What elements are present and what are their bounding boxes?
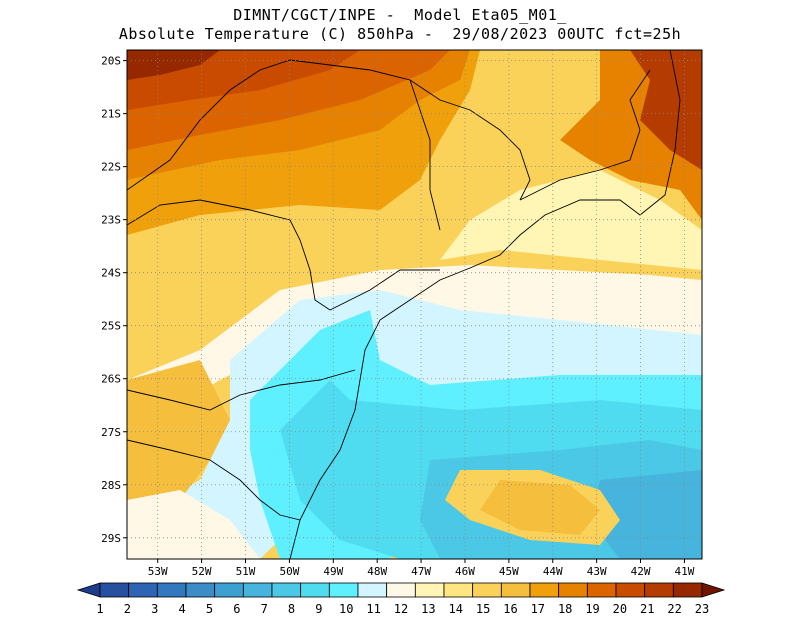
lon-tick-label: 47W: [411, 565, 431, 578]
lon-tick-label: 51W: [236, 565, 256, 578]
colorbar-label: 13: [421, 602, 435, 616]
colorbar-bin: [529, 582, 560, 598]
colorbar-label: 4: [178, 602, 185, 616]
lon-tick-label: 45W: [499, 565, 519, 578]
lat-tick-label: 25S: [101, 320, 121, 333]
colorbar-label: 7: [261, 602, 268, 616]
lon-tick-label: 53W: [148, 565, 168, 578]
longitude-ticks: 53W 52W 51W 50W 49W 48W 47W 46W 45W 44W 43W 42W 41W: [148, 559, 695, 578]
lon-tick-label: 46W: [455, 565, 475, 578]
colorbar-label: 22: [667, 602, 681, 616]
colorbar-label: 21: [640, 602, 654, 616]
chart-title-line-1: DIMNT/CGCT/INPE - Model Eta05_M01_: [233, 6, 567, 24]
colorbar-bin: [500, 582, 531, 598]
temperature-field: [127, 50, 702, 559]
colorbar-bin: [586, 582, 617, 598]
coastline: [289, 50, 681, 559]
colorbar-arrow-low: [76, 582, 101, 598]
colorbar-label: 3: [151, 602, 158, 616]
colorbar-arrow-high: [701, 582, 726, 598]
colorbar-label: 12: [394, 602, 408, 616]
lon-tick-label: 43W: [587, 565, 607, 578]
colorbar-bin: [472, 582, 502, 598]
latitude-ticks: 20S 21S 22S 23S 24S 25S 26S 27S 28S 29S: [101, 55, 127, 545]
colorbar-label: 20: [613, 602, 627, 616]
colorbar-label: 6: [233, 602, 240, 616]
border-ms-sp: [127, 59, 441, 231]
lat-tick-label: 26S: [101, 373, 121, 386]
lat-tick-label: 28S: [101, 479, 121, 492]
colorbar-bin: [242, 582, 273, 598]
border-pr-sc: [127, 369, 356, 411]
lat-tick-label: 21S: [101, 108, 121, 121]
field-16-sw: [127, 360, 230, 510]
lon-tick-label: 48W: [367, 565, 387, 578]
lat-tick-label: 22S: [101, 161, 121, 174]
field-12: [127, 265, 702, 420]
lon-tick-label: 50W: [279, 565, 299, 578]
lat-tick-label: 24S: [101, 267, 121, 280]
colorbar-bin: [328, 582, 359, 598]
colorbar-bin: [672, 582, 703, 598]
colorbar-bin: [357, 582, 388, 598]
chart-title-line-2: Absolute Temperature (C) 850hPa - 29/08/…: [118, 25, 682, 43]
grid-lines: [127, 50, 702, 559]
colorbar-label: 10: [339, 602, 353, 616]
field-12-sw: [127, 490, 260, 559]
field-7: [590, 470, 702, 559]
colorbar-bin: [558, 582, 588, 598]
colorbar-label: 19: [585, 602, 599, 616]
coastlines-borders: [127, 50, 681, 559]
colorbar-bin: [414, 582, 445, 598]
colorbar-label: 2: [124, 602, 131, 616]
border-pr-sp: [127, 199, 440, 311]
colorbar-bin: [185, 582, 216, 598]
colorbar-bin: [443, 582, 474, 598]
lon-tick-label: 44W: [543, 565, 563, 578]
colorbar-label: 8: [288, 602, 295, 616]
field-16-blob: [480, 480, 600, 535]
colorbar-bin: [128, 582, 158, 598]
lat-tick-label: 20S: [101, 55, 121, 68]
colorbar-label: 18: [558, 602, 572, 616]
field-21-ne: [630, 50, 702, 170]
colorbar-bin: [615, 582, 646, 598]
colorbar: 1 2 3 4 5 6 7 8 9 10 11 12 13 14 15 16 17 18 19 20 21 22 23: [76, 582, 726, 616]
colorbar-label: 5: [206, 602, 213, 616]
colorbar-label: 1: [96, 602, 103, 616]
field-22: [127, 50, 220, 80]
colorbar-label: 17: [531, 602, 545, 616]
border-mg-rj: [519, 69, 651, 201]
colorbar-label: 15: [476, 602, 490, 616]
lat-tick-label: 27S: [101, 426, 121, 439]
border-sc-rs: [127, 439, 301, 521]
lon-tick-label: 42W: [631, 565, 651, 578]
lon-tick-label: 41W: [675, 565, 695, 578]
colorbar-bin: [386, 582, 416, 598]
map-frame: [126, 49, 703, 560]
colorbar-label: 14: [449, 602, 463, 616]
colorbar-bin: [300, 582, 330, 598]
colorbar-bin: [644, 582, 674, 598]
lat-tick-label: 29S: [101, 532, 121, 545]
colorbar-bin: [271, 582, 302, 598]
colorbar-bin: [99, 582, 130, 598]
colorbar-label: 23: [695, 602, 709, 616]
lat-tick-label: 23S: [101, 214, 121, 227]
colorbar-label: 11: [366, 602, 380, 616]
colorbar-label: 16: [503, 602, 517, 616]
lon-tick-label: 49W: [323, 565, 343, 578]
lon-tick-label: 52W: [192, 565, 212, 578]
colorbar-bin: [156, 582, 187, 598]
colorbar-bin: [214, 582, 244, 598]
colorbar-label: 9: [315, 602, 322, 616]
border-mg-sp: [409, 79, 531, 201]
